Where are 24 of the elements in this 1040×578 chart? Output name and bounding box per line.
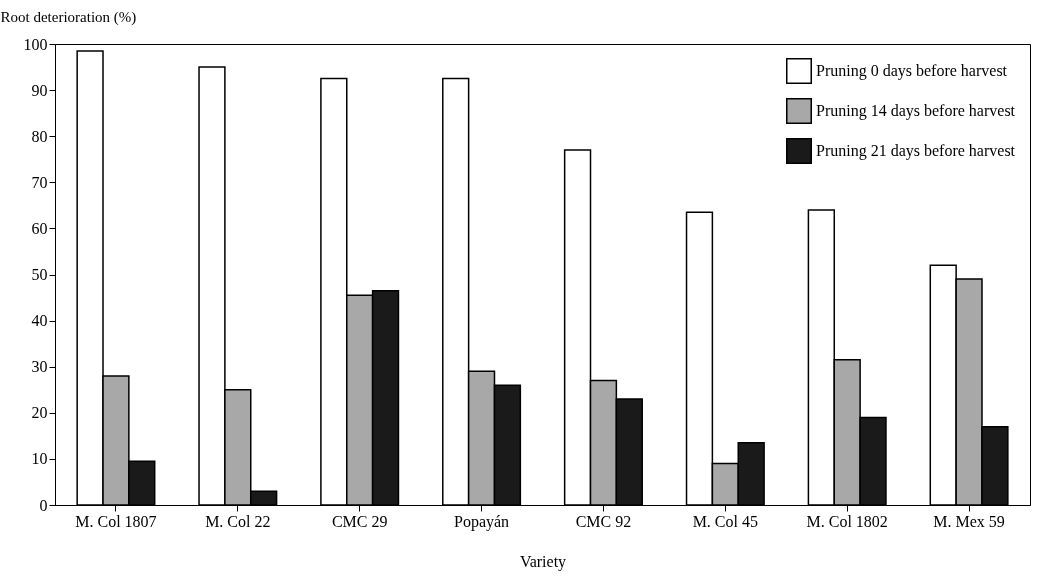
- y-tick-label: 90: [31, 81, 48, 99]
- legend-label: Pruning 0 days before harvest: [816, 62, 1008, 80]
- x-axis-title: Variety: [519, 552, 567, 571]
- x-tick-label: M. Col 1802: [806, 512, 888, 530]
- x-tick-label: CMC 29: [331, 512, 388, 530]
- x-tick-label: M. Col 1807: [75, 512, 157, 530]
- y-tick-label: 20: [31, 404, 48, 422]
- y-tick-label: 60: [31, 219, 48, 237]
- y-tick-label: 70: [31, 173, 48, 191]
- y-tick-label: 40: [31, 312, 48, 330]
- legend-label: Pruning 14 days before harvest: [816, 102, 1016, 120]
- x-tick-label: M. Col 22: [205, 512, 271, 530]
- x-tick-label: M. Mex 59: [933, 512, 1005, 530]
- y-tick-label: 30: [31, 358, 48, 376]
- y-tick-label: 50: [31, 266, 48, 283]
- y-tick-label: 0: [39, 496, 48, 514]
- x-tick-label: CMC 92: [575, 512, 632, 530]
- y-tick-label: 10: [31, 450, 48, 468]
- y-axis-title: Root deterioration (%): [0, 8, 137, 26]
- x-tick-label: Popayán: [454, 512, 510, 531]
- y-tick-label: 80: [31, 127, 48, 145]
- legend-label: Pruning 21 days before harvest: [816, 142, 1016, 160]
- y-tick-label: 100: [23, 35, 48, 53]
- x-tick-label: M. Col 45: [692, 512, 758, 530]
